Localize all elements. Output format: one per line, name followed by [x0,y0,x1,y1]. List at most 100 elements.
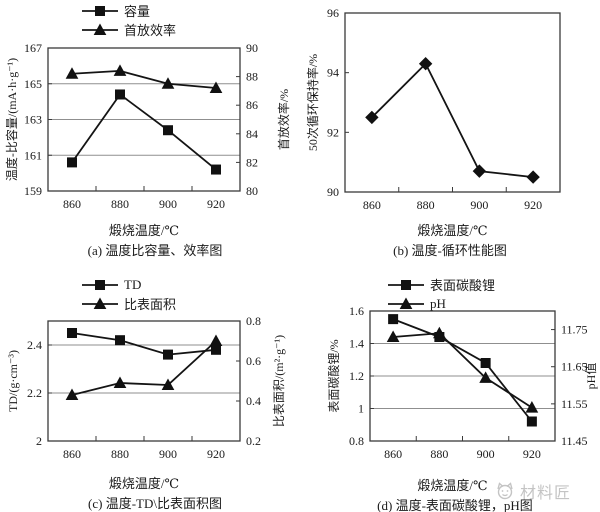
square-marker [401,279,411,290]
y-axis-label-right-d: pH值 [584,362,598,390]
legend-d: 表面碳酸锂 pH [388,275,495,313]
square-marker [163,349,173,360]
legend-triangle-glyph [388,296,424,309]
triangle-marker [525,401,539,413]
right-tick-label: 11.45 [561,434,588,448]
y-axis-label-right-c: 比表面积/(m²·g⁻¹) [272,334,286,428]
legend-item: 首放效率 [82,20,176,39]
triangle-marker [93,22,107,35]
square-marker [388,314,399,325]
legend-item: TD [82,275,176,294]
legend-square-glyph [388,279,424,290]
right-tick-label: 88 [246,70,258,84]
diamond-marker [526,170,540,184]
right-tick-label: 86 [246,98,258,112]
legend-label: 首放效率 [124,23,177,38]
x-tick-label: 880 [111,447,129,461]
left-tick-label: 94 [327,66,339,80]
triangle-marker [479,371,492,383]
right-tick-label: 0.8 [246,314,261,328]
right-tick-label: 11.65 [561,360,588,374]
left-tick-label: 0.8 [349,434,364,448]
left-tick-label: 159 [24,184,42,198]
triangle-marker [113,64,127,76]
triangle-marker [93,296,107,309]
x-axis-label-a: 煅烧温度/℃ [108,223,180,238]
triangle-marker [161,77,175,89]
left-tick-label: 2.2 [27,386,42,400]
right-tick-label: 90 [246,41,258,55]
square-marker [526,416,537,427]
x-tick-label: 860 [363,198,381,212]
x-tick-label: 920 [207,447,225,461]
diamond-marker [365,110,379,125]
legend-item: 容量 [82,1,176,20]
subplot-b: 90 92 94 96 860 880 900 920 50次循环保持率/% 煅烧温度/℃ (… [300,0,600,258]
legend-label: pH [430,295,446,311]
x-tick-label: 900 [470,198,488,212]
plot-frame [47,320,241,442]
left-tick-label: 161 [24,148,42,162]
subplot-a: 159 161 163 165 167 80 82 84 86 88 90 860 880 900 920 … [0,0,300,258]
legend-label: 表面碳酸锂 [430,278,496,293]
x-tick-label: 880 [430,447,448,461]
triangle-marker [65,388,79,400]
diamond-marker [472,164,487,178]
caption-d: (d) 温度-表面碳酸锂，pH图 [377,498,533,512]
triangle-marker [209,334,223,346]
square-marker [115,89,125,100]
triangle-marker [113,376,127,388]
legend-square-glyph [82,5,118,16]
y-axis-label-right-a: 首放效率/% [277,88,291,151]
legend-label: 比表面积 [124,297,177,312]
caption-b: (b) 温度-循环性能图 [393,243,507,258]
x-tick-label: 900 [159,447,177,461]
data-line-容量 [71,93,217,171]
y-axis-label-left-b: 50次循环保持率/% [306,53,320,152]
legend-c: TD 比表面积 [82,275,176,313]
left-tick-label: 165 [24,77,42,91]
legend-item: 比表面积 [82,294,176,313]
subplot-c: 2 2.2 2.4 0.2 0.4 0.6 0.8 860 880 900 920 TD 比表面积 T… [0,256,300,512]
triangle-marker [399,296,413,309]
cat-face-logo-icon [497,482,513,500]
watermark: 材料匠 [494,479,571,503]
right-tick-label: 11.55 [561,397,588,411]
legend-label: 容量 [124,4,151,19]
data-line-pH [393,332,533,409]
triangle-marker [161,378,175,390]
left-tick-label: 96 [327,6,339,20]
square-marker [163,125,173,136]
square-marker [480,358,491,368]
triangle-marker [65,67,79,79]
legend-square-glyph [82,279,118,290]
left-tick-label: 90 [327,185,339,199]
triangle-marker [209,81,223,94]
y-axis-label-left-a: 温度-比容量/(mA·h·g⁻¹) [5,57,19,182]
data-line-比表面积 [71,340,217,396]
x-axis-label-b: 煅烧温度/℃ [417,223,488,238]
subplot-d: 0.8 1 1.2 1.4 1.6 11.45 11.55 11.65 11.75 860 880 9… [300,256,600,512]
plot-area-d: 0.8 1 1.2 1.4 1.6 11.45 11.55 11.65 11.75 860 880 9… [349,304,588,461]
x-tick-label: 900 [477,447,495,461]
triangle-marker [386,330,400,342]
y-axis-label-left-d: 表面碳酸锂/% [327,339,341,413]
right-tick-label: 0.4 [246,394,261,408]
left-tick-label: 1.4 [349,337,364,351]
right-tick-label: 0.6 [246,354,261,368]
right-tick-label: 0.2 [246,434,261,448]
right-tick-label: 11.75 [561,323,588,337]
x-tick-label: 880 [417,198,435,212]
triangle-marker [433,326,446,339]
square-marker [211,344,221,355]
left-tick-label: 2 [36,434,42,448]
y-axis-label-left-c: TD/(g·cm⁻³) [6,350,20,412]
left-tick-label: 1.2 [349,369,364,383]
x-tick-label: 920 [207,197,225,211]
left-tick-label: 2.4 [27,338,42,352]
left-tick-label: 92 [327,125,339,139]
plot-area-a: 159 161 163 165 167 80 82 84 86 88 90 860 880 900 920 [24,41,258,211]
legend-item: pH [388,294,495,313]
legend-a: 容量 首放效率 [82,1,176,39]
right-tick-label: 82 [246,155,258,169]
